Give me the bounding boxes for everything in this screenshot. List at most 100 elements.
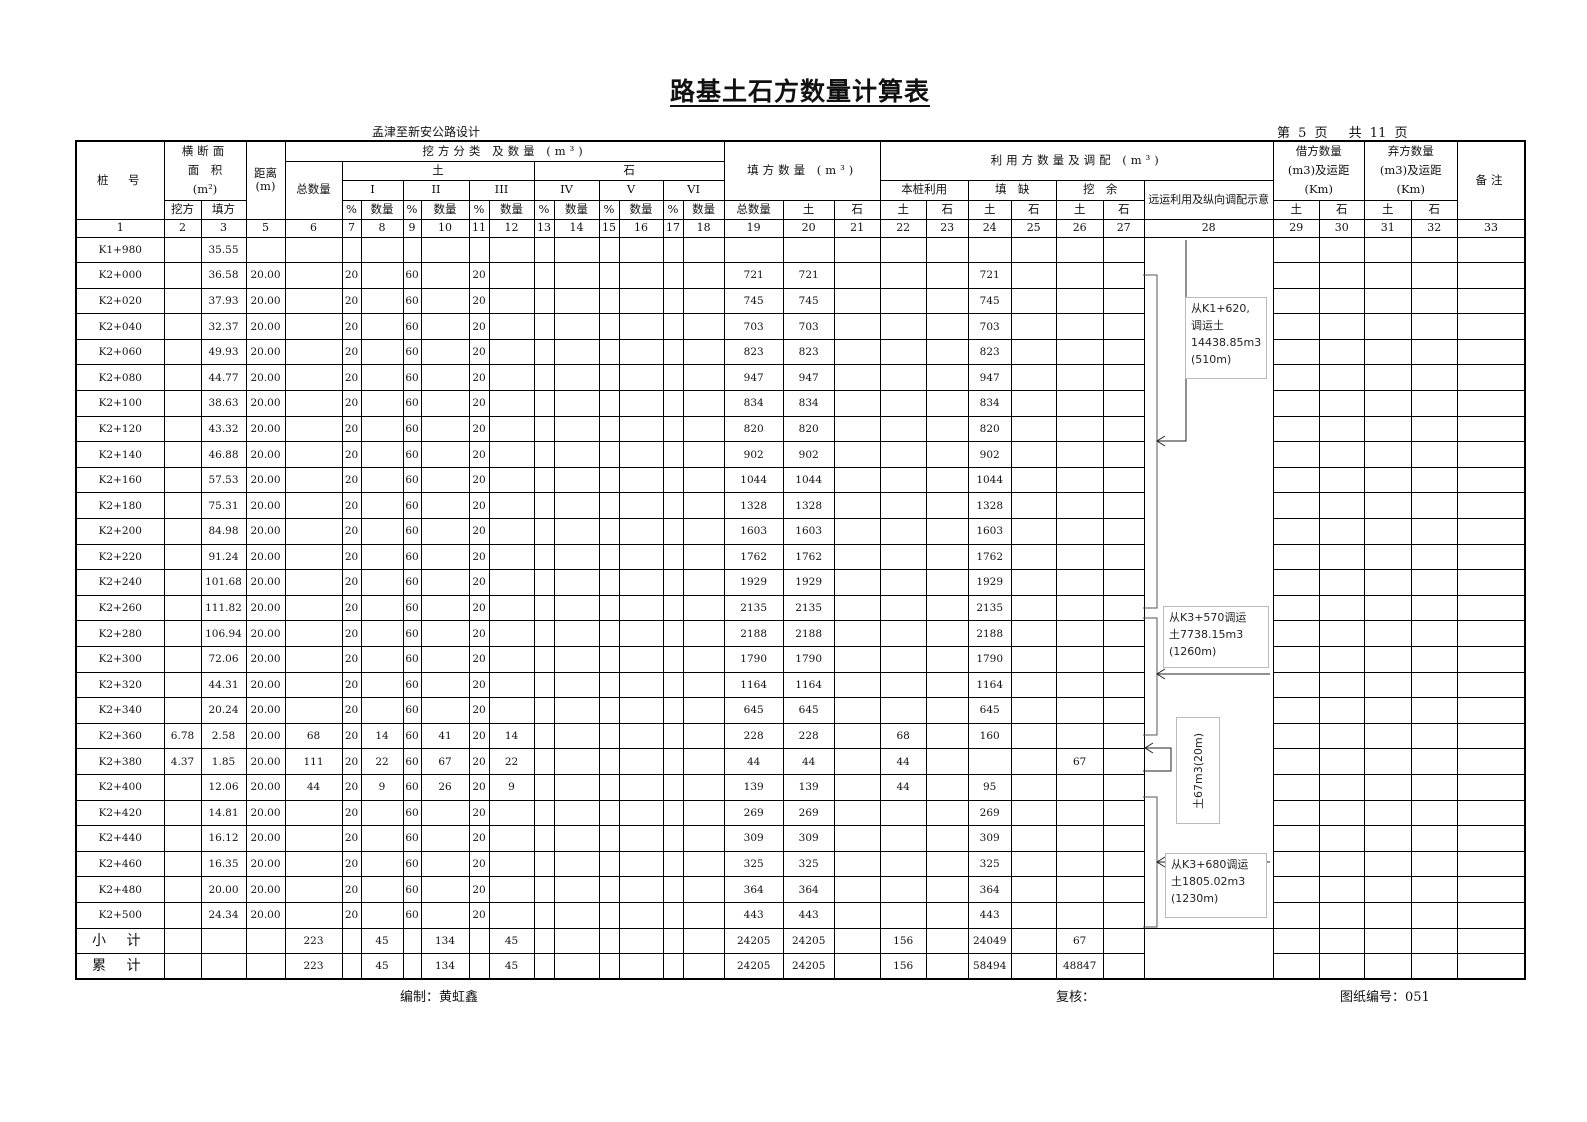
cell-q3 (488, 518, 535, 545)
cell-q2 (420, 262, 470, 289)
cell-q4 (553, 338, 600, 366)
cell-q6 (682, 799, 725, 827)
cell-surplus-rock (1102, 722, 1145, 750)
cell-fill-total: 721 (723, 262, 784, 289)
header-qty: 数量 (360, 199, 404, 220)
cell-q4 (553, 773, 600, 801)
cell-q4 (553, 441, 600, 468)
cell-borrow-rock (1318, 748, 1365, 775)
cell-p3: 20 (468, 773, 490, 801)
cell-waste-soil (1363, 901, 1412, 929)
cell-p3: 20 (468, 646, 490, 673)
cell-own-soil (879, 364, 927, 392)
cell-p1: 20 (341, 569, 362, 596)
cell-p5 (598, 901, 620, 929)
cell-q5 (618, 876, 664, 903)
header-grade-6: VI (662, 179, 725, 201)
cell-fill-total: 24205 (723, 927, 784, 955)
cell-fill-total: 325 (723, 850, 784, 878)
cell-fill-soil: 44 (782, 748, 835, 775)
cell-fill-total: 823 (723, 338, 784, 366)
cell-surplus-rock (1102, 825, 1145, 852)
cell-q2 (420, 518, 470, 545)
cell-dist: 20.00 (245, 748, 286, 775)
cell-p4 (533, 415, 555, 443)
cell-cut-total (284, 799, 343, 827)
cell-short-rock (1010, 236, 1057, 264)
cell-fill-soil: 820 (782, 415, 835, 443)
cell-borrow-soil (1272, 722, 1320, 750)
table-row: K2+300 72.06 20.00 20 60 20 1790 1790 1790 (75, 646, 1526, 673)
cell-q3 (488, 262, 535, 289)
cell-q5 (618, 825, 664, 852)
cell-surplus-rock (1102, 338, 1145, 366)
cell-q5 (618, 543, 664, 571)
cell-borrow-rock (1318, 313, 1365, 340)
cell-borrow-soil (1272, 518, 1320, 545)
header-waste: 弃方数量 (m3)及运距 (Km) (1363, 140, 1458, 201)
cell-borrow-rock (1318, 620, 1365, 647)
header-pct: % (402, 199, 422, 220)
cell-fill-total: 1762 (723, 543, 784, 571)
cell-p2: 60 (402, 569, 422, 596)
cell-p3: 20 (468, 569, 490, 596)
cell-p2: 60 (402, 901, 422, 929)
column-number: 27 (1102, 218, 1145, 238)
cell-borrow-rock (1318, 287, 1365, 315)
cell-short-soil (967, 748, 1012, 775)
cell-fill-total: 820 (723, 415, 784, 443)
cell-cut-area (163, 313, 202, 340)
cell-short-soil: 1929 (967, 569, 1012, 596)
cell-short-soil: 95 (967, 773, 1012, 801)
cell-fill-area: 16.12 (200, 825, 247, 852)
project-name: 孟津至新安公路设计 (372, 125, 481, 139)
cell-p4 (533, 876, 555, 903)
cell-p2: 60 (402, 671, 422, 699)
cell-waste-soil (1363, 313, 1412, 340)
cell-borrow-rock (1318, 799, 1365, 827)
cell-surplus-rock (1102, 876, 1145, 903)
cell-q3: 45 (488, 927, 535, 955)
cell-fill-area: 43.32 (200, 415, 247, 443)
cell-surplus-rock (1102, 415, 1145, 443)
cell-station: K2+120 (75, 415, 165, 443)
cell-q5 (618, 236, 664, 264)
cell-cut-total: 68 (284, 722, 343, 750)
cell-dist: 20.00 (245, 620, 286, 647)
cell-q6 (682, 287, 725, 315)
header-usage-rock: 石 (1010, 199, 1057, 220)
cell-short-soil: 834 (967, 390, 1012, 417)
header-section-area: 横断面 面 积 (m²) (163, 140, 247, 201)
cell-q5 (618, 313, 664, 340)
cell-fill-rock (833, 543, 881, 571)
cell-own-soil (879, 594, 927, 622)
cell-q2: 26 (420, 773, 470, 801)
cell-p2 (402, 927, 422, 955)
cell-fill-area: 35.55 (200, 236, 247, 264)
cell-short-rock (1010, 466, 1057, 494)
cell-p6 (662, 569, 684, 596)
cell-fill-area: 49.93 (200, 338, 247, 366)
table-row: K2+240 101.68 20.00 20 60 20 1929 1929 1929 (75, 569, 1526, 596)
cell-borrow-rock (1318, 671, 1365, 699)
cell-cut-total: 44 (284, 773, 343, 801)
cell-p3: 20 (468, 338, 490, 366)
cell-q2 (420, 543, 470, 571)
header-usage-soil: 土 (1055, 199, 1104, 220)
column-number: 17 (662, 218, 684, 238)
cell-surplus-rock (1102, 901, 1145, 929)
cell-fill-area: 72.06 (200, 646, 247, 673)
cell-q6 (682, 313, 725, 340)
cell-dist: 20.00 (245, 646, 286, 673)
cell-dist: 20.00 (245, 390, 286, 417)
cell-p2: 60 (402, 543, 422, 571)
header-pct: % (341, 199, 362, 220)
cell-q6 (682, 876, 725, 903)
cell-p2: 60 (402, 364, 422, 392)
cell-dist: 20.00 (245, 850, 286, 878)
cell-q4 (553, 518, 600, 545)
cell-cut-area (163, 620, 202, 647)
cell-p3 (468, 236, 490, 264)
cell-p1: 20 (341, 415, 362, 443)
cell-p5 (598, 646, 620, 673)
